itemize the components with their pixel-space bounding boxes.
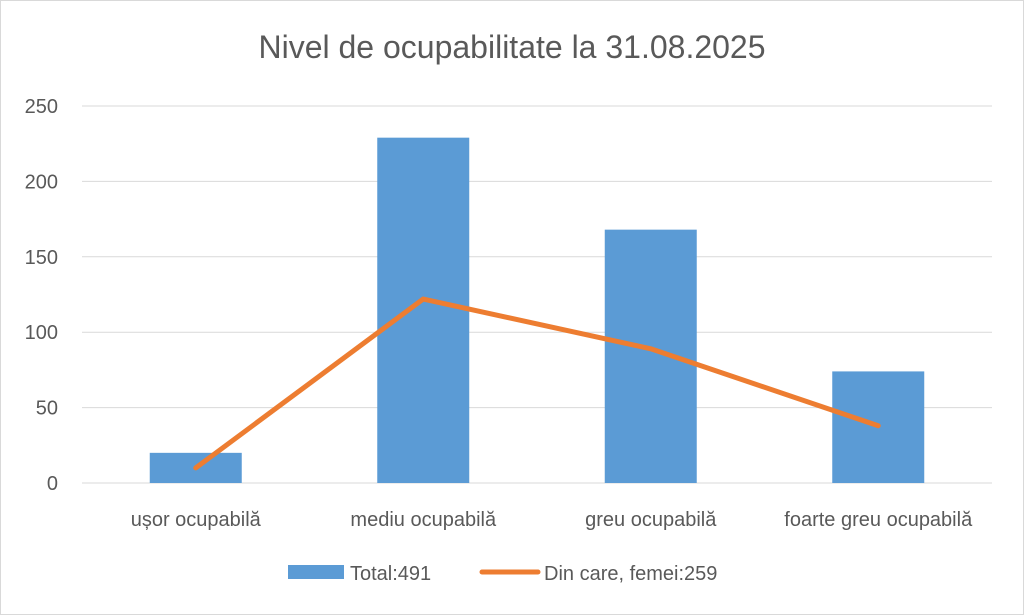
bar (377, 137, 470, 483)
y-tick-label: 150 (25, 247, 58, 269)
legend-label-total: Total:491 (350, 563, 431, 585)
bar (604, 229, 697, 483)
legend: Total:491 Din care, femei:259 (288, 563, 717, 585)
bars (149, 137, 925, 483)
x-tick-label: foarte greu ocupabilă (784, 509, 973, 531)
x-axis-ticks: ușor ocupabilă mediu ocupabilă greu ocupab… (131, 509, 973, 531)
y-tick-label: 250 (25, 96, 58, 118)
y-tick-label: 50 (36, 398, 58, 420)
line-femei (193, 296, 881, 471)
x-tick-label: greu ocupabilă (585, 509, 717, 531)
legend-swatch-total (288, 565, 344, 579)
y-axis-ticks: 0 50 100 150 200 250 (25, 96, 58, 495)
chart-title: Nivel de ocupabilitate la 31.08.2025 (258, 29, 765, 65)
line-series (193, 296, 881, 471)
legend-label-femei: Din care, femei:259 (544, 563, 717, 585)
y-tick-label: 200 (25, 171, 58, 193)
y-tick-label: 100 (25, 322, 58, 344)
x-tick-label: mediu ocupabilă (350, 509, 497, 531)
y-tick-label: 0 (47, 473, 58, 495)
x-tick-label: ușor ocupabilă (131, 509, 262, 531)
